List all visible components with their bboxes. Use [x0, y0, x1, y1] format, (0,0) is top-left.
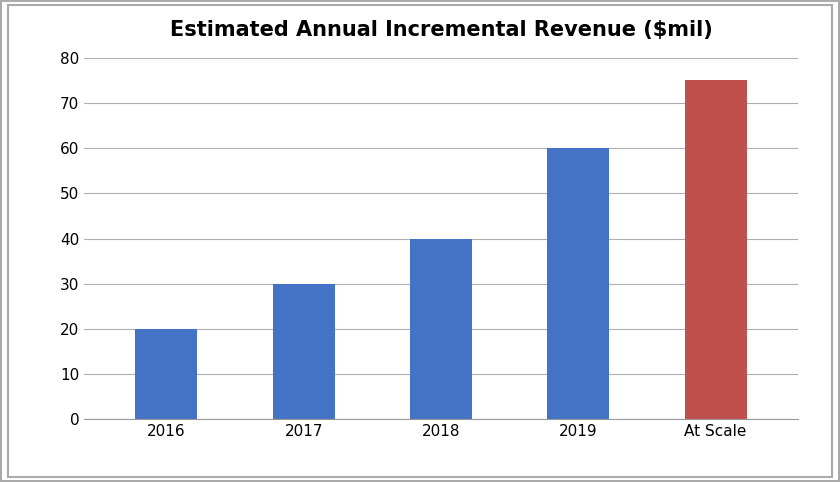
Bar [273, 284, 334, 419]
Title: Estimated Annual Incremental Revenue ($mil): Estimated Annual Incremental Revenue ($m… [170, 20, 712, 40]
Bar [685, 80, 747, 419]
Bar [410, 239, 472, 419]
Bar [135, 329, 197, 419]
Bar [548, 148, 609, 419]
